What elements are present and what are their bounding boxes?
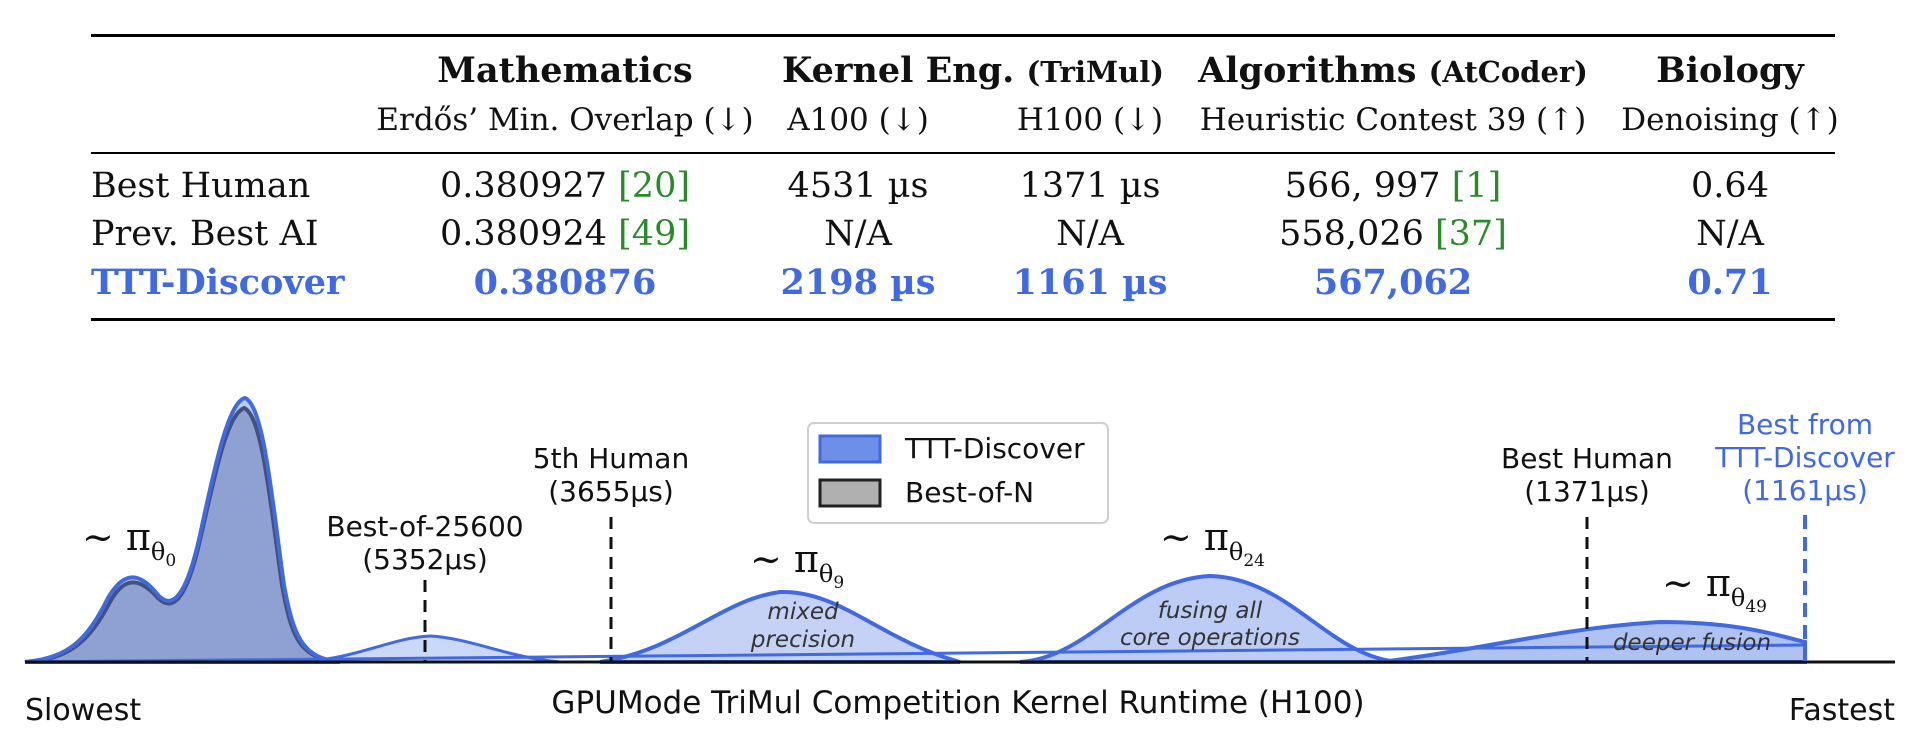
legend-swatch-ttt <box>818 434 882 464</box>
table-cell: N/A <box>824 214 892 254</box>
note-fusing-line1: fusing all <box>1158 598 1263 624</box>
subheader-erdos: Erdős’ Min. Overlap (↓) <box>376 102 754 138</box>
row-label-best-human: Best Human <box>91 166 311 206</box>
table-cell: 2198 µs <box>780 262 936 303</box>
group-suffix: (AtCoder) <box>1428 55 1588 89</box>
axis-end-slowest: Slowest <box>25 693 141 728</box>
chart-legend: TTT-Discover Best-of-N <box>807 422 1109 524</box>
policy-label-theta24: ~ πθ24 <box>1160 515 1265 571</box>
row-label-ttt-discover: TTT-Discover <box>91 262 345 303</box>
ref-value-5th-human: (3655µs) <box>548 475 674 508</box>
table-cell: 0.380924 [49] <box>439 214 691 254</box>
table-cell: 1161 µs <box>1012 262 1168 303</box>
citation-ref: [20] <box>618 166 691 206</box>
table-cell: 0.380927 [20] <box>439 166 691 206</box>
runtime-density-chart: Best-of-25600 (5352µs) 5th Human (3655µs… <box>24 395 1895 728</box>
note-mixed-line1: mixed <box>767 599 839 625</box>
ref-label-5th-human: 5th Human <box>533 442 689 475</box>
subheader-a100: A100 (↓) <box>787 102 929 138</box>
ref-label-best-ttt-line2: TTT-Discover <box>1714 441 1895 474</box>
note-deeper-fusion: deeper fusion <box>1613 630 1771 656</box>
group-title: Mathematics <box>437 50 693 91</box>
group-header-kernel: Kernel Eng. (TriMul) <box>782 50 1164 91</box>
group-header-mathematics: Mathematics <box>437 50 693 91</box>
table-cell: 566, 997 [1] <box>1284 166 1502 206</box>
subheader-heuristic: Heuristic Contest 39 (↑) <box>1199 102 1587 138</box>
ttt-density-theta9 <box>599 589 961 664</box>
group-title: Biology <box>1656 50 1804 91</box>
subheader-h100: H100 (↓) <box>1016 102 1164 138</box>
citation-ref: [1] <box>1451 166 1502 206</box>
ttt-density-theta0 <box>24 395 341 664</box>
table-header-rule <box>91 152 1835 154</box>
note-fusing-line2: core operations <box>1120 625 1300 651</box>
table-cell: 0.71 <box>1687 262 1773 303</box>
table-top-rule <box>91 34 1835 37</box>
group-title: Algorithms <box>1198 50 1417 91</box>
ref-label-best-of-25600: Best-of-25600 <box>326 510 523 543</box>
ttt-density-theta24 <box>1019 573 1401 664</box>
note-mixed-line2: precision <box>750 627 855 653</box>
policy-label-theta49: ~ πθ49 <box>1662 561 1767 617</box>
table-cell: 0.64 <box>1691 166 1769 206</box>
table-cell: 0.380876 <box>473 262 657 303</box>
ref-label-best-ttt-line1: Best from <box>1737 408 1873 441</box>
ref-label-best-human: Best Human <box>1501 442 1673 475</box>
legend-label-ttt: TTT-Discover <box>904 432 1085 465</box>
table-cell: 567,062 <box>1313 262 1473 303</box>
table-cell: 4531 µs <box>787 166 929 206</box>
ref-value-best-of-25600: (5352µs) <box>362 543 488 576</box>
group-suffix: (TriMul) <box>1026 55 1164 89</box>
group-header-algorithms: Algorithms (AtCoder) <box>1198 50 1588 91</box>
policy-label-theta0: ~ πθ0 <box>82 515 176 571</box>
table-cell: 558,026 [37] <box>1279 214 1507 254</box>
ref-value-best-ttt: (1161µs) <box>1742 474 1868 507</box>
results-table: Mathematics Kernel Eng. (TriMul) Algorit… <box>0 0 1920 340</box>
citation-ref: [37] <box>1435 214 1507 254</box>
table-cell: N/A <box>1056 214 1124 254</box>
legend-swatch-best-of-n <box>818 478 882 508</box>
legend-label-best-of-n: Best-of-N <box>905 476 1034 509</box>
citation-ref: [49] <box>618 214 691 254</box>
policy-label-theta9: ~ πθ9 <box>750 537 844 593</box>
table-cell: N/A <box>1696 214 1764 254</box>
group-title: Kernel Eng. <box>782 50 1015 91</box>
row-label-prev-best-ai: Prev. Best AI <box>91 214 319 254</box>
ttt-density-baseline <box>24 643 1806 664</box>
table-bottom-rule <box>91 318 1835 321</box>
axis-end-fastest: Fastest <box>1789 693 1895 728</box>
subheader-denoising: Denoising (↑) <box>1621 102 1839 138</box>
group-header-biology: Biology <box>1656 50 1804 91</box>
table-cell: 1371 µs <box>1019 166 1161 206</box>
ref-value-best-human: (1371µs) <box>1524 475 1650 508</box>
x-axis-label: GPUMode TriMul Competition Kernel Runtim… <box>551 685 1364 721</box>
